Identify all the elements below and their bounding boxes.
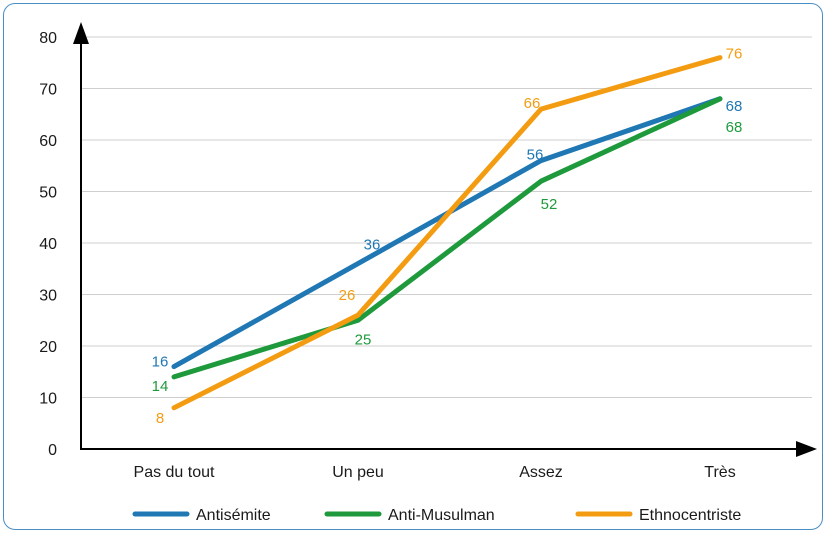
y-axis-ticks: 0 10 20 30 40 50 60 70 80 <box>39 30 57 459</box>
x-tick-label: Un peu <box>332 464 384 481</box>
gridlines <box>81 36 812 398</box>
series-line-1 <box>171 96 723 380</box>
x-axis-arrow-icon <box>796 441 817 457</box>
y-tick-label: 80 <box>39 30 57 47</box>
data-label: 36 <box>364 237 381 254</box>
y-tick-label: 30 <box>39 288 57 305</box>
legend: Antisémite Anti-Musulman Ethnocentriste <box>132 507 741 524</box>
y-tick-label: 50 <box>39 185 57 202</box>
y-tick-label: 60 <box>39 133 57 150</box>
axes <box>73 22 817 457</box>
x-tick-label: Très <box>704 464 735 481</box>
data-label: 56 <box>527 147 544 164</box>
data-label: 68 <box>726 119 743 136</box>
legend-label: Ethnocentriste <box>639 507 741 524</box>
x-tick-label: Pas du tout <box>134 464 216 481</box>
y-axis-arrow-icon <box>73 22 89 44</box>
data-labels: 16 36 56 68 14 25 52 68 8 26 66 76 <box>152 46 743 427</box>
data-label: 76 <box>726 46 743 63</box>
data-label: 26 <box>339 287 356 304</box>
data-label: 8 <box>156 410 164 427</box>
y-tick-label: 10 <box>39 391 57 408</box>
chart-frame <box>3 3 823 530</box>
data-label: 66 <box>524 95 541 112</box>
y-tick-label: 20 <box>39 339 57 356</box>
data-label: 14 <box>152 378 169 395</box>
data-label: 52 <box>541 196 558 213</box>
series-lines <box>171 55 723 411</box>
legend-label: Anti-Musulman <box>388 507 495 524</box>
data-label: 68 <box>726 98 743 115</box>
data-label: 16 <box>152 354 169 371</box>
data-label: 25 <box>355 331 372 348</box>
x-tick-label: Assez <box>519 464 563 481</box>
y-tick-label: 0 <box>48 442 57 459</box>
x-axis-categories: Pas du tout Un peu Assez Très <box>134 464 736 481</box>
y-tick-label: 40 <box>39 236 57 253</box>
legend-label: Antisémite <box>196 507 271 524</box>
y-tick-label: 70 <box>39 82 57 99</box>
series-line-2 <box>171 55 723 411</box>
